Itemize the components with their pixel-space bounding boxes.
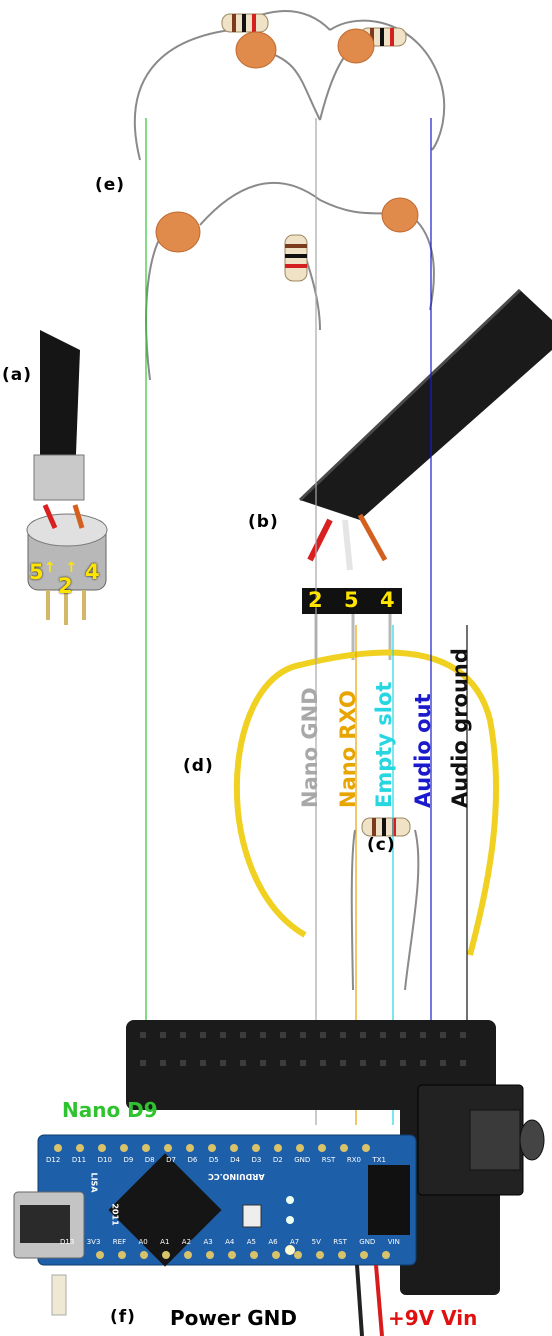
- label-c: (c): [367, 835, 396, 855]
- label-f: (f): [110, 1307, 136, 1327]
- capacitor-top-right: [337, 28, 375, 64]
- board-model-text: LISA: [89, 1172, 99, 1193]
- label-empty-slot: Empty slot: [372, 681, 396, 808]
- label-power-gnd: Power GND: [170, 1306, 298, 1330]
- board-pin-label: A3: [203, 1238, 213, 1246]
- board-brand-text: ARDUINO.CC: [208, 1172, 265, 1181]
- label-audio-out: Audio out: [411, 693, 435, 808]
- header-pin-2: 2: [308, 588, 323, 612]
- label-nano-d9: Nano D9: [62, 1098, 158, 1122]
- board-pin-label: D8: [144, 1156, 155, 1164]
- board-pin-label: D13: [60, 1238, 75, 1246]
- board-pin-label: A2: [181, 1238, 192, 1246]
- board-pin-label: REF: [112, 1238, 127, 1246]
- board-pin-label: RST: [321, 1156, 336, 1164]
- capacitor-top-left: [235, 31, 277, 69]
- board-pin-label: GND: [294, 1156, 311, 1164]
- connector-pin-5: 5: [29, 560, 44, 584]
- board-pin-label: D6: [187, 1156, 198, 1164]
- board-pin-label: TX1: [372, 1156, 386, 1164]
- board-year-text: 2011: [110, 1203, 120, 1226]
- board-pin-label: A1: [160, 1238, 170, 1246]
- audio-jack: [417, 1084, 545, 1196]
- board-pin-label: D9: [123, 1156, 134, 1164]
- board-pin-label: D4: [230, 1156, 240, 1164]
- arduino-nano: [13, 1134, 417, 1336]
- capacitor-mid-right: [381, 197, 419, 233]
- header-pin-4: 4: [380, 588, 395, 612]
- board-pin-label: RX0: [346, 1156, 361, 1164]
- label-a: (a): [2, 365, 33, 385]
- label-d: (d): [183, 756, 214, 776]
- board-pin-label: VIN: [387, 1238, 400, 1246]
- filter-circuit-top: [133, 10, 446, 381]
- board-pin-label: A0: [138, 1238, 148, 1246]
- label-nano-rxo: Nano RXO: [336, 690, 360, 808]
- board-pin-label: GND: [359, 1238, 376, 1246]
- label-audio-ground: Audio ground: [448, 648, 472, 808]
- board-pin-label: D11: [71, 1156, 87, 1164]
- board-bottom-pin-labels: D13 3V3 REF A0 A1 A2 A3 A4 A5 A6 A7 5V RST GND VIN: [60, 1238, 400, 1246]
- board-pin-label: D3: [251, 1156, 262, 1164]
- audio-cable: [298, 288, 552, 571]
- board-pin-label: D12: [46, 1156, 61, 1164]
- resistor-middle: [284, 234, 308, 282]
- connector-pin-4: 4: [85, 560, 100, 584]
- board-pin-label: 3V3: [86, 1238, 101, 1246]
- resistor-c: [350, 817, 420, 991]
- board-pin-label: D5: [208, 1156, 219, 1164]
- board-pin-label: D2: [272, 1156, 283, 1164]
- board-pin-label: D10: [97, 1156, 112, 1164]
- connector-pin-2: 2: [58, 574, 73, 598]
- board-top-pin-labels: D12 D11 D10 D9 D8 D7 D6 D5 D4 D3 D2 GND RST RX0 TX1: [46, 1156, 386, 1164]
- board-pin-label: D7: [166, 1156, 176, 1164]
- board-pin-label: A7: [290, 1238, 300, 1246]
- board-pin-label: A6: [268, 1238, 278, 1246]
- label-vin: +9V Vin: [388, 1306, 478, 1330]
- label-e: (e): [95, 175, 126, 195]
- din-connector: [26, 330, 108, 625]
- yellow-jumper-wire: [233, 649, 500, 956]
- resistor-top-left: [221, 13, 269, 33]
- header-pin-5: 5: [344, 588, 359, 612]
- board-pin-label: A4: [225, 1238, 235, 1246]
- board-pin-label: RST: [333, 1238, 347, 1246]
- label-nano-gnd: Nano GND: [298, 687, 322, 808]
- board-pin-label: 5V: [311, 1238, 321, 1246]
- label-b: (b): [248, 512, 279, 532]
- capacitor-mid-left: [155, 211, 201, 253]
- connector-pin-arrows: ↑ ↑: [44, 560, 78, 576]
- board-pin-label: A5: [246, 1238, 256, 1246]
